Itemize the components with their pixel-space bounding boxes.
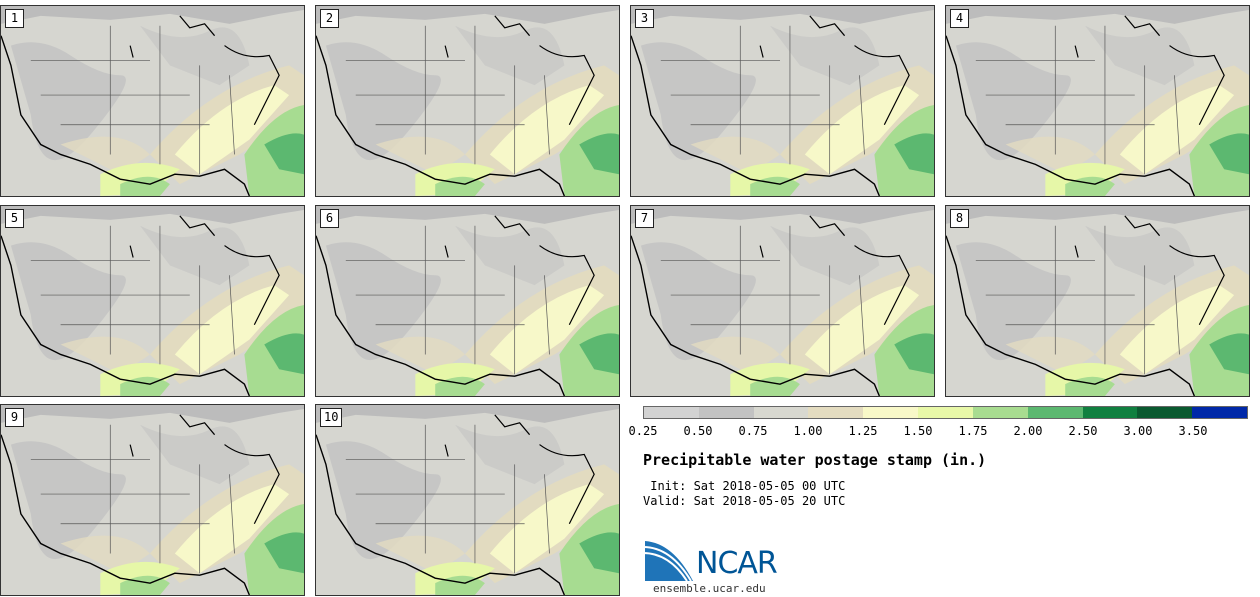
member-number-label: 7	[635, 209, 654, 228]
colorbar-tick: 1.25	[848, 424, 878, 438]
colorbar-swatch	[698, 407, 754, 418]
colorbar-swatch	[918, 407, 973, 418]
ensemble-member-map: 6	[315, 205, 620, 397]
member-number-label: 4	[950, 9, 969, 28]
member-number-label: 3	[635, 9, 654, 28]
ensemble-url: ensemble.ucar.edu	[653, 582, 766, 595]
colorbar-swatch	[644, 407, 699, 418]
member-number-label: 5	[5, 209, 24, 228]
colorbar-tick: 0.50	[683, 424, 713, 438]
member-number-label: 1	[5, 9, 24, 28]
ensemble-member-map: 3	[630, 5, 935, 197]
ensemble-member-map: 8	[945, 205, 1250, 397]
colorbar-tick: 1.50	[903, 424, 933, 438]
colorbar-tick: 2.00	[1013, 424, 1043, 438]
member-number-label: 9	[5, 408, 24, 427]
colorbar-tick: 3.00	[1123, 424, 1153, 438]
colorbar-tick: 0.25	[628, 424, 658, 438]
colorbar-tick: 3.50	[1178, 424, 1208, 438]
ensemble-member-map: 2	[315, 5, 620, 197]
member-number-label: 6	[320, 209, 339, 228]
colorbar-swatch	[1027, 407, 1083, 418]
ncar-logo-icon	[643, 541, 693, 582]
member-number-label: 10	[320, 408, 343, 427]
valid-time: Valid: Sat 2018-05-05 20 UTC	[643, 494, 846, 508]
member-number-label: 2	[320, 9, 339, 28]
colorbar-swatch	[753, 407, 809, 418]
colorbar-swatch	[863, 407, 919, 418]
colorbar-tick: 1.00	[793, 424, 823, 438]
colorbar-swatch	[1192, 407, 1247, 418]
colorbar-swatch	[808, 407, 864, 418]
colorbar-tick: 0.75	[738, 424, 768, 438]
ensemble-member-map: 9	[0, 404, 305, 596]
colorbar-swatch	[972, 407, 1028, 418]
init-time: Init: Sat 2018-05-05 00 UTC	[643, 479, 846, 493]
precipitable-water-colorbar	[643, 406, 1248, 419]
member-number-label: 8	[950, 209, 969, 228]
colorbar-swatch	[1082, 407, 1138, 418]
colorbar-swatch	[1137, 407, 1193, 418]
ensemble-member-map: 1	[0, 5, 305, 197]
ensemble-member-map: 10	[315, 404, 620, 596]
ensemble-member-map: 7	[630, 205, 935, 397]
colorbar-tick: 1.75	[958, 424, 988, 438]
ncar-logo-text: NCAR	[696, 546, 778, 581]
ensemble-member-map: 4	[945, 5, 1250, 197]
chart-title: Precipitable water postage stamp (in.)	[643, 451, 987, 469]
colorbar-tick: 2.50	[1068, 424, 1098, 438]
ensemble-member-map: 5	[0, 205, 305, 397]
